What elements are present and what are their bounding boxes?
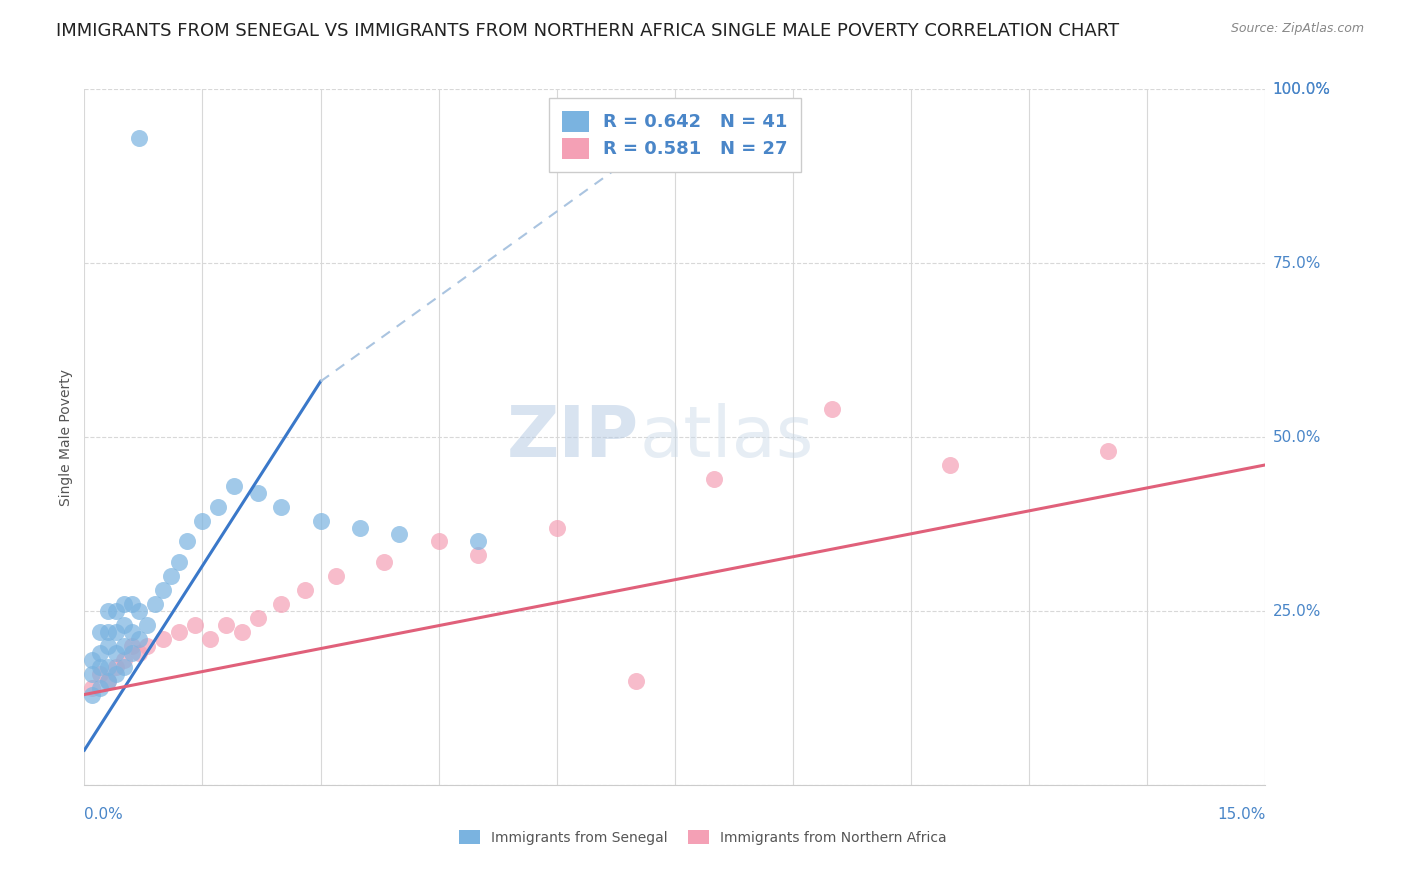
Text: 100.0%: 100.0% <box>1272 82 1330 96</box>
Legend: R = 0.642   N = 41, R = 0.581   N = 27: R = 0.642 N = 41, R = 0.581 N = 27 <box>550 98 800 171</box>
Point <box>112 659 135 673</box>
Point <box>104 666 127 681</box>
Point <box>112 639 135 653</box>
Text: 75.0%: 75.0% <box>1272 256 1320 270</box>
Point <box>97 639 120 653</box>
Point <box>427 534 450 549</box>
Point <box>128 632 150 646</box>
Point <box>104 624 127 639</box>
Point <box>388 527 411 541</box>
Point <box>89 646 111 660</box>
Point <box>1097 444 1119 458</box>
Point <box>143 597 166 611</box>
Text: 25.0%: 25.0% <box>1272 604 1320 618</box>
Point <box>183 618 205 632</box>
Point <box>104 659 127 673</box>
Point <box>246 485 269 500</box>
Point <box>270 597 292 611</box>
Point <box>167 624 190 639</box>
Point <box>97 659 120 673</box>
Text: atlas: atlas <box>640 402 814 472</box>
Text: Source: ZipAtlas.com: Source: ZipAtlas.com <box>1230 22 1364 36</box>
Point <box>136 618 159 632</box>
Y-axis label: Single Male Poverty: Single Male Poverty <box>59 368 73 506</box>
Point <box>112 653 135 667</box>
Point <box>167 555 190 569</box>
Point <box>97 673 120 688</box>
Point <box>128 604 150 618</box>
Point <box>294 583 316 598</box>
Point <box>160 569 183 583</box>
Point <box>467 534 489 549</box>
Point <box>546 520 568 534</box>
Point <box>152 583 174 598</box>
Point <box>128 131 150 145</box>
Text: 50.0%: 50.0% <box>1272 430 1320 444</box>
Point <box>82 688 104 702</box>
Point <box>121 639 143 653</box>
Point <box>222 479 245 493</box>
Point <box>112 618 135 632</box>
Point <box>349 520 371 534</box>
Point <box>152 632 174 646</box>
Point <box>82 681 104 695</box>
Point <box>112 597 135 611</box>
Text: 0.0%: 0.0% <box>84 807 124 822</box>
Point <box>939 458 962 472</box>
Point <box>89 666 111 681</box>
Point <box>325 569 347 583</box>
Point <box>207 500 229 514</box>
Point <box>373 555 395 569</box>
Point <box>821 402 844 417</box>
Legend: Immigrants from Senegal, Immigrants from Northern Africa: Immigrants from Senegal, Immigrants from… <box>453 823 953 852</box>
Point <box>703 472 725 486</box>
Point <box>121 646 143 660</box>
Point <box>97 673 120 688</box>
Text: ZIP: ZIP <box>508 402 640 472</box>
Point <box>121 597 143 611</box>
Text: IMMIGRANTS FROM SENEGAL VS IMMIGRANTS FROM NORTHERN AFRICA SINGLE MALE POVERTY C: IMMIGRANTS FROM SENEGAL VS IMMIGRANTS FR… <box>56 22 1119 40</box>
Text: 15.0%: 15.0% <box>1218 807 1265 822</box>
Point <box>136 639 159 653</box>
Point <box>82 653 104 667</box>
Point <box>82 666 104 681</box>
Point <box>89 659 111 673</box>
Point <box>270 500 292 514</box>
Point <box>104 604 127 618</box>
Point <box>97 624 120 639</box>
Point <box>200 632 222 646</box>
Point <box>121 624 143 639</box>
Point <box>246 611 269 625</box>
Point <box>467 549 489 563</box>
Point <box>215 618 238 632</box>
Point <box>309 514 332 528</box>
Point <box>176 534 198 549</box>
Point <box>191 514 214 528</box>
Point <box>89 624 111 639</box>
Point <box>231 624 253 639</box>
Point <box>97 604 120 618</box>
Text: 100.0%: 100.0% <box>1272 82 1330 96</box>
Point <box>89 681 111 695</box>
Point <box>128 646 150 660</box>
Point <box>104 646 127 660</box>
Point <box>624 673 647 688</box>
